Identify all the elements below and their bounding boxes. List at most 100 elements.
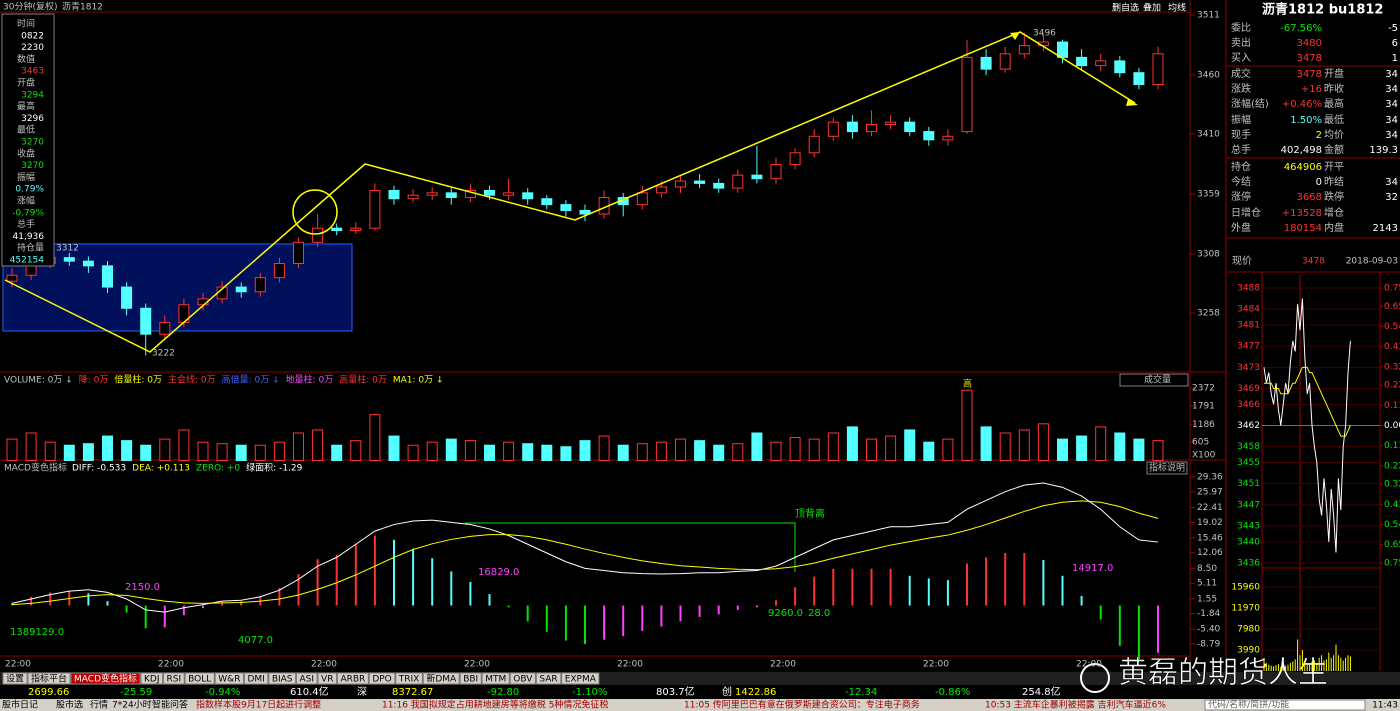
tab[interactable]: 设置 xyxy=(6,674,24,685)
volume-bar xyxy=(923,441,935,462)
y-tick-label: 3484 xyxy=(1237,305,1260,315)
tabs: 设置 指标平台 MACD变色指标 KDJ RSI BOLL W&R DMI BIAS ASI VR A… xyxy=(2,672,600,685)
tab[interactable]: MACD变色指标 xyxy=(74,673,137,685)
tab[interactable]: ARBR xyxy=(340,675,365,685)
tab[interactable]: EXPMA xyxy=(565,675,597,685)
tab[interactable]: BOLL xyxy=(188,675,211,685)
macd-note: 9260.0 xyxy=(768,608,803,619)
button[interactable]: 删自选 xyxy=(1112,2,1139,14)
volume-bar xyxy=(560,446,572,462)
tab[interactable]: W&R xyxy=(218,675,240,685)
symbol: 沥青1812 xyxy=(62,1,103,13)
quote-value: +16 xyxy=(1301,84,1322,95)
y2-tick-label: 0.43% xyxy=(1384,500,1400,510)
macd-line xyxy=(11,500,1159,606)
y2-tick-label: 0.32% xyxy=(1384,480,1400,490)
macd-value: 绿面积: -1.29 xyxy=(246,462,302,474)
ticker-news[interactable]: 11:16 我国拟规定占用耕地建房等将缴税 5种情况免征税 xyxy=(382,699,608,711)
y2-tick-label: 0.22% xyxy=(1384,461,1400,471)
search-box[interactable] xyxy=(1204,699,1366,711)
volume-bar xyxy=(1095,426,1107,461)
ticker-link[interactable]: 智能问答 xyxy=(152,699,188,711)
intraday-date: 2018-09-03 xyxy=(1346,257,1398,267)
candle-body xyxy=(770,164,782,180)
tab[interactable]: ASI xyxy=(300,675,315,685)
dropdown[interactable] xyxy=(1119,373,1189,387)
tab[interactable]: 指标平台 xyxy=(31,673,67,685)
divergence-line xyxy=(465,522,796,572)
tab[interactable]: DMI xyxy=(247,675,264,685)
ticker-link[interactable]: 股市选 xyxy=(56,699,83,711)
tab[interactable]: VR xyxy=(321,675,333,685)
volume-bar xyxy=(732,443,744,461)
quote-value: 3478 xyxy=(1297,69,1322,80)
macd-header: MACD变色指标 DIFF: -0.533 DEA: +0.113 ZERO: +0 绿… xyxy=(4,462,303,474)
status: 2699.66 xyxy=(28,687,69,698)
ticker-news[interactable]: 指数样本股9月17日起进行调整 xyxy=(196,699,321,711)
candle-body xyxy=(407,194,419,200)
quote-value: +0.46% xyxy=(1282,99,1322,110)
tab[interactable]: MTM xyxy=(485,675,506,685)
quote-value: 139.3 xyxy=(1369,145,1398,156)
button[interactable]: 均线 xyxy=(1168,2,1186,14)
help-button[interactable] xyxy=(1146,461,1188,475)
macd-value: ZERO: +0 xyxy=(196,464,240,474)
candle-body xyxy=(121,286,133,309)
tab[interactable]: KDJ xyxy=(144,675,160,685)
quote-label: 均价 xyxy=(1324,129,1344,141)
tab[interactable]: 新DMA xyxy=(426,673,457,685)
quote-rows: 委比 -67.56% -5 卖出 3480 6 买入 3478 1 成交 3478 开盘 34 涨跌 +16… xyxy=(1231,21,1398,234)
ticker-news[interactable]: 10:53 主流车企暴利被揭露 吉利汽车逼近6% xyxy=(985,699,1166,711)
status: 1422.86 xyxy=(735,687,776,698)
tab[interactable]: RSI xyxy=(167,675,182,685)
button[interactable]: 叠加 xyxy=(1143,3,1161,14)
volume-bar xyxy=(713,444,725,461)
quote-label: 外盘 xyxy=(1231,221,1251,234)
quote-label: 最高 xyxy=(1324,97,1344,110)
tab-bg xyxy=(268,672,297,685)
y-tick-label: -8.79 xyxy=(1197,640,1221,650)
info-item: 最低 xyxy=(17,124,35,136)
tab[interactable]: TRIX xyxy=(398,675,420,685)
volume-bar xyxy=(999,432,1011,462)
y-tick-label: 25.97 xyxy=(1197,487,1223,497)
ticker-news[interactable]: 11:05 传阿里巴巴有意在俄罗斯建合资公司：专注电子商务 xyxy=(684,699,920,711)
tab[interactable]: BIAS xyxy=(272,675,293,685)
tab[interactable]: DPO xyxy=(372,675,391,685)
tab-bg xyxy=(70,672,141,685)
quote-label: 增仓 xyxy=(1324,206,1344,219)
info-item: 持仓量 xyxy=(17,242,44,254)
candle-body xyxy=(1076,56,1088,67)
ticker-bar xyxy=(0,699,1400,711)
quote-value: 34 xyxy=(1385,177,1398,188)
y-tick-label: 3258 xyxy=(1197,308,1220,318)
y2-tick-label: 0.65% xyxy=(1384,540,1400,550)
volume-bar xyxy=(44,441,56,462)
quote-value: 34 xyxy=(1385,99,1398,110)
candle-body xyxy=(827,121,839,137)
tab-bg xyxy=(422,672,460,685)
volume-bar xyxy=(541,444,553,461)
help-label[interactable]: 指标说明 xyxy=(1149,462,1185,474)
volume-bar xyxy=(1114,432,1126,462)
tab[interactable]: BBI xyxy=(463,675,478,685)
volume-bar xyxy=(197,441,209,462)
volume-tick-label: 11970 xyxy=(1231,604,1260,614)
quote-label: 卖出 xyxy=(1231,36,1251,49)
annotation: 3312 xyxy=(56,244,79,254)
y-tick-label: 3469 xyxy=(1237,384,1260,394)
ticker-link[interactable]: 7*24小时 xyxy=(112,699,152,711)
tab[interactable]: SAR xyxy=(539,675,557,685)
tab[interactable]: OBV xyxy=(513,675,533,685)
candle-body xyxy=(388,189,400,200)
ticker-link[interactable]: 行情 xyxy=(90,699,108,711)
candle-body xyxy=(503,192,515,196)
dropdown-label[interactable]: 成交量 xyxy=(1144,374,1171,386)
quote-value: 3478 xyxy=(1297,53,1322,64)
volume-bar xyxy=(1018,429,1030,462)
search-hint[interactable]: 代码/名称/简拼/功能 xyxy=(1208,699,1289,711)
y-tick-label: 3466 xyxy=(1237,400,1260,410)
ticker-link[interactable]: 股市日记 xyxy=(2,699,38,711)
volume-bar xyxy=(235,444,247,461)
macd-note: 16829.0 xyxy=(478,567,519,578)
